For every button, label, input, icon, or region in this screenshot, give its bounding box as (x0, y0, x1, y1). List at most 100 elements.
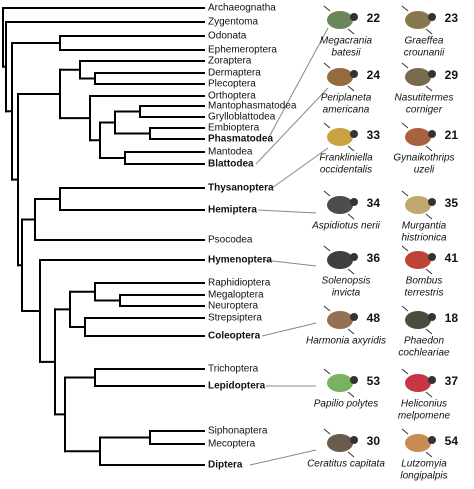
leader-lines (249, 27, 329, 466)
taxon-label: Embioptera (208, 123, 260, 134)
taxon-label: Neuroptera (208, 301, 258, 312)
taxon-label: Raphidioptera (208, 278, 271, 289)
insect-leg (401, 368, 409, 375)
insect-photo (405, 11, 431, 29)
taxon-label: Phasmatodea (208, 134, 273, 145)
insect-leg (401, 305, 409, 312)
insect-photo (327, 311, 353, 329)
species-name: Solenopsis (322, 276, 371, 287)
species-name: histrionica (401, 233, 446, 244)
taxon-label: Mecoptera (208, 439, 256, 450)
insect-photo (405, 128, 431, 146)
taxon-label: Mantophasmatodea (208, 101, 297, 112)
insect-leg (401, 245, 409, 252)
taxon-label: Archaeognatha (208, 3, 276, 14)
insect-photo (405, 68, 431, 86)
taxon-label: Megaloptera (208, 290, 264, 301)
species-name: Frankliniella (319, 153, 373, 164)
taxon-label: Blattodea (208, 159, 254, 170)
species-count: 48 (367, 311, 381, 325)
insect-leg (323, 245, 331, 252)
species-name: Periplaneta (321, 93, 372, 104)
taxon-label: Siphonaptera (208, 426, 268, 437)
insect-head (350, 376, 358, 384)
insect-leg (323, 62, 331, 69)
insect-leg (425, 268, 433, 275)
species-count: 37 (445, 374, 459, 388)
species-name: cochleariae (398, 348, 450, 359)
species-count: 41 (445, 251, 459, 265)
insect-head (428, 376, 436, 384)
species-cell: 53 Papilio polytes (314, 368, 381, 410)
insect-head (350, 436, 358, 444)
species-name: Graeffea (405, 36, 444, 47)
insect-leg (323, 5, 331, 12)
taxon-label: Coleoptera (208, 331, 261, 342)
insect-photo (327, 128, 353, 146)
species-count: 53 (367, 374, 381, 388)
leader-line (257, 209, 317, 214)
taxon-label: Zygentoma (208, 17, 258, 28)
species-cell: 34 Aspidiotus nerii (311, 190, 381, 232)
insect-head (428, 70, 436, 78)
insect-leg (425, 85, 433, 92)
leader-line (255, 87, 329, 165)
taxon-label: Hymenoptera (208, 255, 272, 266)
insect-head (350, 253, 358, 261)
insect-leg (425, 28, 433, 35)
taxon-label: Plecoptera (208, 79, 256, 90)
species-name: americana (323, 105, 370, 116)
insect-leg (323, 122, 331, 129)
species-name: Murgantia (402, 221, 447, 232)
insect-photo (327, 196, 353, 214)
species-name: Gynaikothrips (393, 153, 454, 164)
insect-leg (323, 190, 331, 197)
species-count: 29 (445, 68, 459, 82)
species-name: longipalpis (400, 471, 447, 482)
insect-leg (425, 213, 433, 220)
insect-leg (401, 428, 409, 435)
leader-line (261, 322, 317, 337)
taxon-label: Hemiptera (208, 205, 257, 216)
insect-leg (401, 62, 409, 69)
taxon-label: Dermaptera (208, 68, 261, 79)
species-count: 54 (445, 434, 459, 448)
insect-leg (425, 145, 433, 152)
species-name: Lutzomyia (401, 459, 447, 470)
taxon-label: Trichoptera (208, 364, 259, 375)
taxon-labels: Archaeognatha Zygentoma Odonata Ephemeropte… (208, 3, 297, 471)
species-name: melpomene (398, 411, 451, 422)
insect-leg (401, 5, 409, 12)
species-name: terrestris (405, 288, 444, 299)
taxon-label: Mantodea (208, 147, 253, 158)
leader-line (263, 259, 317, 267)
taxon-label: Ephemeroptera (208, 45, 277, 56)
insect-head (428, 436, 436, 444)
insect-photo (405, 311, 431, 329)
insect-photo (327, 434, 353, 452)
species-name: Ceratitus capitata (307, 459, 385, 470)
insect-photo (405, 374, 431, 392)
leader-line (249, 449, 317, 466)
insect-head (428, 130, 436, 138)
taxon-label: Thysanoptera (208, 183, 274, 194)
species-cell: 30 Ceratitus capitata (307, 428, 385, 470)
insect-photo (327, 11, 353, 29)
taxon-label: Grylloblattodea (208, 112, 276, 123)
insect-leg (401, 190, 409, 197)
insect-leg (323, 368, 331, 375)
taxon-label: Zoraptera (208, 56, 252, 67)
insect-leg (347, 391, 355, 398)
insect-leg (347, 145, 355, 152)
insect-photo (327, 374, 353, 392)
species-name: Heliconius (401, 399, 447, 410)
